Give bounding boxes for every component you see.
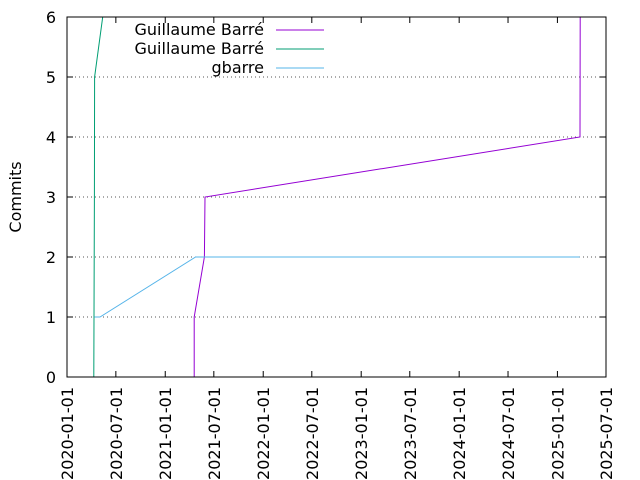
y-tick-label: 5 — [46, 68, 56, 87]
legend-label: Guillaume Barré — [135, 39, 264, 58]
x-tick-label: 2023-07-01 — [401, 387, 420, 480]
x-tick-label: 2020-01-01 — [58, 387, 77, 480]
y-axis: 0 1 2 3 4 5 6 — [46, 8, 606, 387]
x-tick-label: 2022-07-01 — [303, 387, 322, 480]
x-tick-label: 2024-01-01 — [450, 387, 469, 480]
x-tick-label: 2020-07-01 — [107, 387, 126, 480]
series-line-1 — [193, 17, 581, 377]
y-tick-label: 0 — [46, 368, 56, 387]
series-line-2 — [93, 17, 104, 377]
x-tick-label: 2022-01-01 — [254, 387, 273, 480]
y-tick-label: 1 — [46, 308, 56, 327]
x-axis: 2020-01-01 2020-07-01 2021-01-01 2021-07-01… — [58, 17, 616, 480]
x-tick-label: 2025-07-01 — [597, 387, 616, 480]
legend-label: gbarre — [212, 58, 264, 77]
x-tick-label: 2023-01-01 — [352, 387, 371, 480]
y-tick-label: 6 — [46, 8, 56, 27]
y-axis-label: Commits — [6, 161, 25, 232]
y-tick-label: 2 — [46, 248, 56, 267]
x-tick-label: 2024-07-01 — [499, 387, 518, 480]
grid-lines — [67, 76, 606, 318]
legend-label: Guillaume Barré — [135, 20, 264, 39]
series-line-3 — [94, 256, 580, 318]
y-tick-label: 3 — [46, 188, 56, 207]
x-tick-label: 2021-07-01 — [205, 387, 224, 480]
x-tick-label: 2025-01-01 — [548, 387, 567, 480]
x-tick-label: 2021-01-01 — [156, 387, 175, 480]
y-tick-label: 4 — [46, 128, 56, 147]
series-lines — [93, 17, 581, 377]
